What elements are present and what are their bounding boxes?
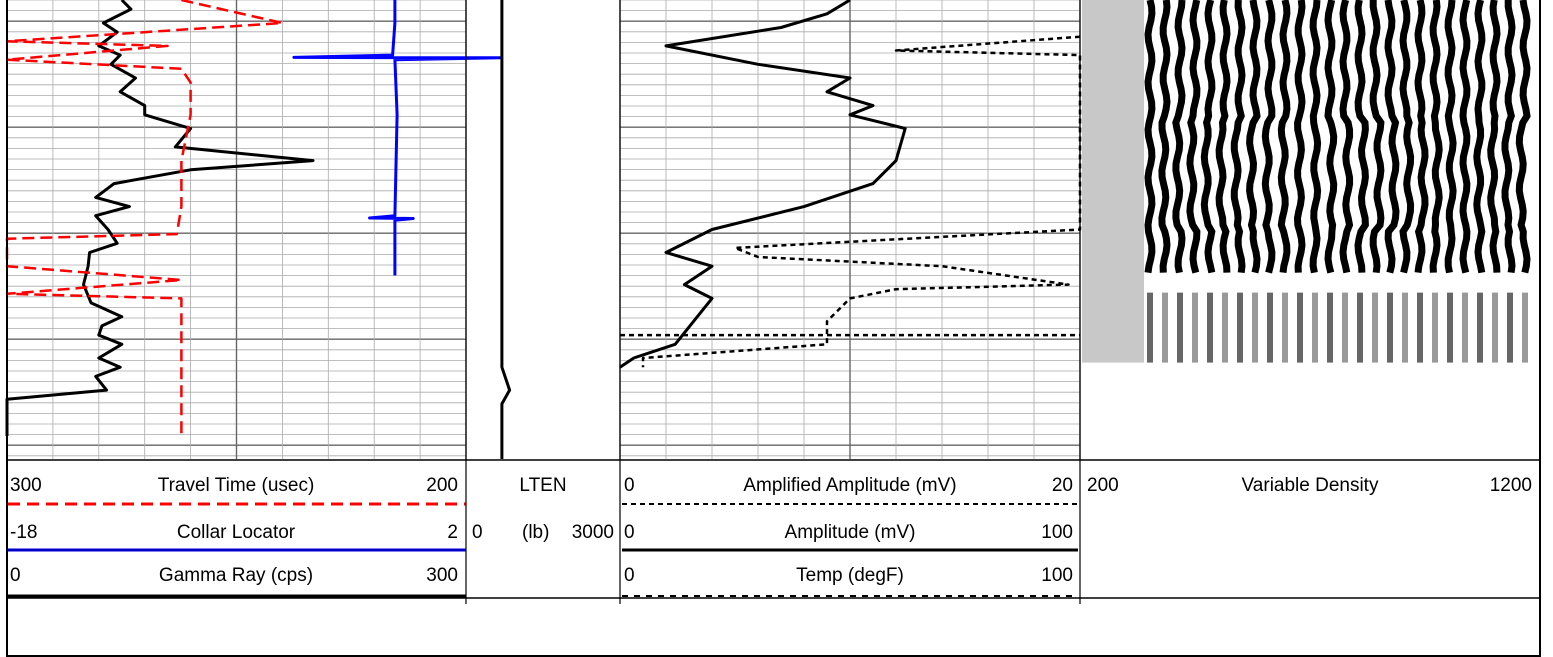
vdl-tail-stripe xyxy=(1402,292,1408,363)
vdl-stripe xyxy=(1384,0,1400,274)
vdl-tail-stripe xyxy=(1177,292,1183,363)
vdl-tail-stripe xyxy=(1207,292,1213,363)
vdl-stripe xyxy=(1473,0,1486,274)
lten-title: LTEN xyxy=(519,475,566,496)
vdl-tail-stripe xyxy=(1522,292,1528,363)
variable-density-right-scale: 1200 xyxy=(1490,475,1532,496)
vdl-tail-stripe xyxy=(1252,292,1258,363)
vdl-stripe xyxy=(1230,0,1246,274)
curve-lten xyxy=(500,0,512,459)
collar-locator-left-scale: -18 xyxy=(10,522,37,543)
log-curves xyxy=(5,0,1082,459)
track-grids xyxy=(6,0,1081,459)
vdl-tail-stripe xyxy=(1192,292,1198,363)
vdl-background xyxy=(1082,0,1144,363)
gamma-ray-right-scale: 300 xyxy=(426,565,458,586)
temp-left-scale: 0 xyxy=(624,565,635,586)
vdl-stripe xyxy=(1261,0,1276,274)
vdl-tail-stripe xyxy=(1372,292,1378,363)
vdl-tail-stripe xyxy=(1342,292,1348,363)
vdl-stripe xyxy=(1293,0,1306,273)
track-frames xyxy=(6,0,1541,657)
amplitude-left-scale: 0 xyxy=(624,522,635,543)
vdl-stripe xyxy=(1200,0,1216,274)
variable-density-title: Variable Density xyxy=(1242,475,1379,496)
temp-title: Temp (degF) xyxy=(796,565,904,586)
travel-time-left-scale: 300 xyxy=(10,475,42,496)
vdl-stripe xyxy=(1515,0,1531,274)
vdl-tail-stripe xyxy=(1282,292,1288,363)
vdl-stripe xyxy=(1444,0,1457,274)
temp-right-scale: 100 xyxy=(1041,565,1073,586)
gamma-ray-title: Gamma Ray (cps) xyxy=(159,565,313,586)
curve-headers: 300 Travel Time (usec) 200 -18 Collar Lo… xyxy=(8,475,1532,598)
vdl-tail-stripe xyxy=(1297,292,1303,363)
collar-locator-title: Collar Locator xyxy=(177,522,296,543)
vdl-stripe xyxy=(1459,0,1471,274)
lten-unit: (lb) xyxy=(522,522,549,543)
vdl-stripe xyxy=(1246,0,1261,274)
vdl-tail-stripe xyxy=(1327,292,1333,363)
vdl-tail-stripe xyxy=(1237,292,1243,363)
amplified-amplitude-right-scale: 20 xyxy=(1052,475,1073,496)
vdl-stripe xyxy=(1309,0,1322,274)
vdl-tail-stripe xyxy=(1432,292,1438,363)
vdl-stripe xyxy=(1277,0,1291,274)
vdl-tail-stripe xyxy=(1147,292,1153,363)
vdl-stripe xyxy=(1501,0,1516,274)
variable-density-left-scale: 200 xyxy=(1087,475,1119,496)
vdl-stripe xyxy=(1369,0,1385,274)
vdl-stripe xyxy=(1487,0,1501,273)
vdl-tail-stripe xyxy=(1447,292,1453,363)
gamma-ray-left-scale: 0 xyxy=(10,565,21,586)
amplitude-title: Amplitude (mV) xyxy=(785,522,916,543)
amplitude-right-scale: 100 xyxy=(1041,522,1073,543)
lten-right-scale: 3000 xyxy=(572,522,614,543)
vdl-tail-stripe xyxy=(1357,292,1363,363)
vdl-stripe xyxy=(1399,0,1415,274)
vdl-tail-stripe xyxy=(1312,292,1318,363)
vdl-stripe xyxy=(1144,0,1156,274)
vdl-stripe xyxy=(1414,0,1429,274)
vdl-stripe xyxy=(1429,0,1443,273)
lten-left-scale: 0 xyxy=(472,522,483,543)
vdl-tail-stripe xyxy=(1462,292,1468,363)
vdl-tail-stripe xyxy=(1492,292,1498,363)
curve-collar-locator xyxy=(292,0,502,276)
vdl-stripe xyxy=(1186,0,1201,274)
vdl-tail-stripe xyxy=(1222,292,1228,363)
collar-locator-right-scale: 2 xyxy=(447,522,458,543)
vdl-tail-stripe xyxy=(1477,292,1483,363)
amplified-amplitude-title: Amplified Amplitude (mV) xyxy=(743,475,956,496)
travel-time-right-scale: 200 xyxy=(426,475,458,496)
vdl-tail-stripe xyxy=(1267,292,1273,363)
travel-time-title: Travel Time (usec) xyxy=(158,475,315,496)
amplified-amplitude-left-scale: 0 xyxy=(624,475,635,496)
vdl-stripe xyxy=(1354,0,1369,273)
vdl-tail-stripe xyxy=(1387,292,1393,363)
vdl-stripe xyxy=(1324,0,1338,274)
curve-amplitude-mv xyxy=(619,0,907,369)
vdl-stripe xyxy=(1172,0,1186,274)
vdl-stripe xyxy=(1339,0,1354,274)
curve-gamma-ray-cps xyxy=(5,0,315,436)
curve-travel-time-usec xyxy=(5,0,284,436)
vdl-stripe xyxy=(1158,0,1171,273)
vdl-tail-stripe xyxy=(1417,292,1423,363)
vdl-tail-stripe xyxy=(1162,292,1168,363)
vdl-stripe xyxy=(1215,0,1231,273)
vdl-tail-stripe xyxy=(1507,292,1513,363)
variable-density-image xyxy=(1082,0,1534,363)
